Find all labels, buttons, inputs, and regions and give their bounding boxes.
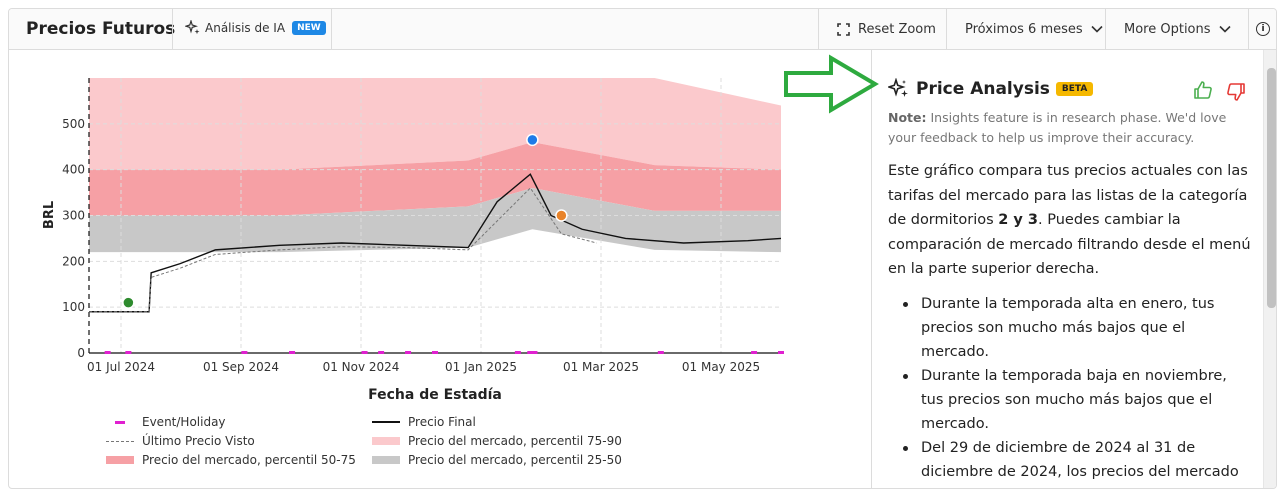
last-seen-price-line	[89, 187, 597, 313]
legend-percentil-25-50[interactable]: Precio del mercado, percentil 25-50	[372, 453, 622, 467]
y-tick-label: 400	[62, 163, 85, 177]
divider	[1105, 9, 1106, 49]
legend-ultimo-precio[interactable]: Último Precio Visto	[106, 434, 255, 448]
info-icon[interactable]: i	[1256, 22, 1270, 36]
event-marker	[514, 351, 521, 354]
reset-zoom-button[interactable]: Reset Zoom	[837, 9, 936, 49]
app-frame: Precios Futuros Análisis de IA NEW Reset…	[8, 8, 1277, 489]
divider	[172, 9, 173, 49]
divider	[331, 9, 332, 49]
event-marker	[241, 351, 248, 354]
insight-marker	[526, 133, 539, 147]
y-tick-label: 300	[62, 209, 85, 223]
note-label: Note:	[888, 110, 927, 125]
legend-swatch	[372, 456, 400, 464]
event-marker	[125, 351, 132, 354]
research-note: Note: Insights feature is in research ph…	[888, 108, 1248, 148]
chevron-down-icon	[1218, 25, 1231, 33]
y-tick-label: 500	[62, 117, 85, 131]
more-options-label: More Options	[1124, 21, 1211, 37]
note-text: Insights feature is in research phase. W…	[888, 110, 1227, 145]
divider	[818, 9, 819, 49]
ai-analysis-button[interactable]: Análisis de IA NEW	[185, 20, 326, 36]
green-arrow-annotation	[784, 54, 879, 114]
insight-marker	[555, 209, 568, 222]
event-marker	[751, 351, 758, 354]
beta-badge: BETA	[1055, 82, 1094, 96]
list-item: Durante la temporada baja en noviembre, …	[888, 364, 1253, 436]
legend-label: Precio del mercado, percentil 75-90	[408, 434, 622, 448]
x-tick-label: 01 Nov 2024	[323, 360, 400, 374]
market-band	[89, 188, 781, 253]
legend-swatch	[115, 420, 125, 424]
new-badge: NEW	[292, 21, 326, 35]
reset-zoom-label: Reset Zoom	[858, 21, 936, 37]
scrollbar-thumb[interactable]	[1267, 68, 1276, 308]
list-item: Durante la temporada alta en enero, tus …	[888, 292, 1253, 364]
page-title: Precios Futuros	[26, 19, 176, 39]
panel-scrollbar[interactable]	[1263, 50, 1276, 488]
final-price-line	[89, 173, 782, 313]
expand-icon	[837, 22, 850, 36]
x-tick-label: 01 Jul 2024	[87, 360, 155, 374]
price-analysis-panel: Price Analysis BETA Note: Insights featu…	[871, 50, 1263, 488]
ai-analysis-label: Análisis de IA	[205, 21, 286, 35]
toolbar: Precios Futuros Análisis de IA NEW Reset…	[9, 9, 1276, 50]
thumbs-up-icon[interactable]	[1193, 80, 1213, 100]
x-axis-label: Fecha de Estadía	[368, 387, 502, 403]
panel-title: Price Analysis	[916, 79, 1050, 99]
x-tick-label: 01 Jan 2025	[445, 360, 517, 374]
divider	[946, 9, 947, 49]
date-range-label: Próximos 6 meses	[965, 21, 1083, 37]
y-tick-label: 200	[62, 254, 85, 268]
event-marker	[531, 351, 538, 354]
event-marker	[104, 351, 111, 354]
x-tick-label: 01 May 2025	[682, 360, 760, 374]
thumbs-down-icon[interactable]	[1226, 82, 1246, 102]
legend-label: Precio Final	[408, 415, 476, 429]
event-marker	[289, 351, 296, 354]
insights-list: Durante la temporada alta en enero, tus …	[888, 292, 1253, 484]
event-marker	[405, 351, 412, 354]
legend-percentil-75-90[interactable]: Precio del mercado, percentil 75-90	[372, 434, 622, 448]
event-marker	[432, 351, 438, 354]
insight-marker	[122, 296, 135, 309]
event-marker	[657, 351, 664, 354]
intro-text: Este gráfico compara tus precios actuale…	[888, 163, 1248, 228]
legend-label: Event/Holiday	[142, 415, 226, 429]
date-range-dropdown[interactable]: Próximos 6 meses	[965, 9, 1103, 49]
legend-swatch	[372, 421, 400, 423]
intro-bold: 2 y 3	[998, 212, 1038, 228]
more-options-dropdown[interactable]: More Options	[1124, 9, 1231, 49]
chart-svg[interactable]: 01 Jul 2024 01 Sep 2024 01 Nov 2024 01 Jan …	[9, 50, 870, 489]
sparkle-icon	[185, 20, 200, 35]
price-chart[interactable]: 01 Jul 2024 01 Sep 2024 01 Nov 2024 01 Jan …	[9, 50, 870, 489]
legend-percentil-50-75[interactable]: Precio del mercado, percentil 50-75	[106, 453, 356, 467]
legend-swatch	[372, 437, 400, 445]
legend-swatch	[106, 456, 134, 464]
legend-label: Precio del mercado, percentil 50-75	[142, 453, 356, 467]
event-marker	[527, 351, 534, 354]
legend-swatch	[106, 440, 134, 442]
list-item: Del 29 de diciembre de 2024 al 31 de dic…	[888, 436, 1253, 484]
sparkle-icon	[888, 78, 908, 97]
y-axis-label: BRL	[42, 201, 57, 229]
event-marker	[378, 351, 385, 354]
legend-event-holiday[interactable]: Event/Holiday	[106, 415, 226, 429]
x-tick-label: 01 Mar 2025	[563, 360, 639, 374]
legend-precio-final[interactable]: Precio Final	[372, 415, 476, 429]
y-tick-label: 0	[77, 346, 85, 360]
analysis-intro: Este gráfico compara tus precios actuale…	[888, 159, 1253, 282]
event-marker	[361, 351, 368, 354]
chevron-down-icon	[1091, 25, 1103, 33]
y-tick-label: 100	[62, 300, 85, 314]
intro-text-end: . Puedes cambiar la comparación de merca…	[888, 212, 1251, 277]
divider	[1248, 9, 1249, 49]
panel-title-row: Price Analysis BETA	[888, 78, 1094, 100]
x-tick-label: 01 Sep 2024	[203, 360, 279, 374]
legend-label: Último Precio Visto	[142, 434, 255, 448]
market-band	[89, 142, 781, 216]
event-marker	[778, 351, 784, 354]
legend-label: Precio del mercado, percentil 25-50	[408, 453, 622, 467]
